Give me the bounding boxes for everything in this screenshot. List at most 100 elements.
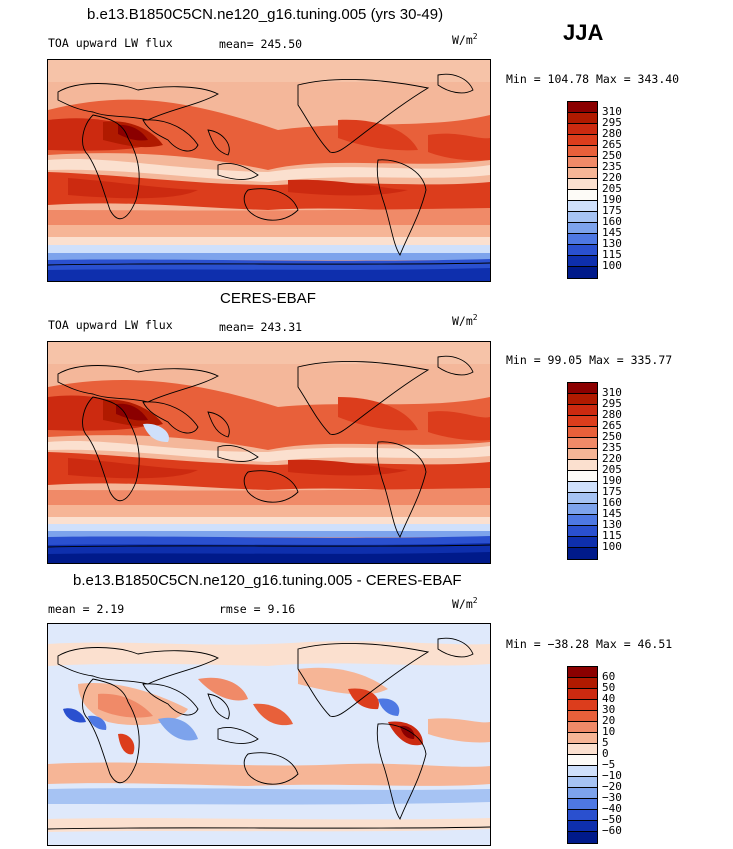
colorbar-tick-label: 190 — [602, 193, 622, 206]
colorbar-tick-label: 100 — [602, 540, 622, 553]
colorbar-tick-label: 235 — [602, 441, 622, 454]
panel-2-title: CERES-EBAF — [220, 290, 316, 307]
colorbar-tick-label: 10 — [602, 725, 616, 738]
colorbar-swatch — [568, 777, 597, 788]
colorbar-swatch — [568, 504, 597, 515]
colorbar-tick-label: 280 — [602, 127, 622, 140]
colorbar-swatch — [568, 832, 597, 843]
colorbar-swatch — [568, 788, 597, 799]
colorbar-swatch — [568, 700, 597, 711]
colorbar-tick-label: −5 — [602, 758, 616, 771]
colorbar-tick-label: 130 — [602, 237, 622, 250]
panel-2-colorbar — [567, 382, 598, 560]
panel-1-map — [47, 59, 491, 282]
colorbar-tick-label: 60 — [602, 670, 616, 683]
colorbar-swatch — [568, 135, 597, 146]
panel-2-units: W/m2 — [452, 313, 478, 328]
panel-1-variable-label: TOA upward LW flux — [48, 36, 173, 50]
colorbar-tick-label: −60 — [602, 824, 622, 837]
colorbar-tick-label: 160 — [602, 215, 622, 228]
colorbar-tick-label: 310 — [602, 105, 622, 118]
colorbar-tick-label: 220 — [602, 452, 622, 465]
colorbar-swatch — [568, 766, 597, 777]
colorbar-tick-label: 280 — [602, 408, 622, 421]
colorbar-swatch — [568, 157, 597, 168]
colorbar-swatch — [568, 190, 597, 201]
colorbar-swatch — [568, 102, 597, 113]
colorbar-swatch — [568, 460, 597, 471]
colorbar-swatch — [568, 744, 597, 755]
colorbar-tick-label: −40 — [602, 802, 622, 815]
colorbar-tick-label: −10 — [602, 769, 622, 782]
colorbar-swatch — [568, 678, 597, 689]
panel-1-title: b.e13.B1850C5CN.ne120_g16.tuning.005 (yr… — [87, 6, 444, 23]
colorbar-tick-label: 250 — [602, 149, 622, 162]
colorbar-swatch — [568, 427, 597, 438]
panel-1-units: W/m2 — [452, 32, 478, 47]
colorbar-tick-label: 30 — [602, 703, 616, 716]
colorbar-swatch — [568, 493, 597, 504]
panel-2-map — [47, 341, 491, 564]
panel-3-minmax: Min = −38.28 Max = 46.51 — [506, 637, 673, 651]
panel-3-colorbar — [567, 666, 598, 844]
colorbar-swatch — [568, 526, 597, 537]
colorbar-tick-label: 145 — [602, 507, 622, 520]
colorbar-tick-label: 265 — [602, 419, 622, 432]
colorbar-tick-label: 190 — [602, 474, 622, 487]
colorbar-tick-label: 130 — [602, 518, 622, 531]
panel-2-mean-label: mean= 243.31 — [219, 320, 303, 334]
colorbar-swatch — [568, 168, 597, 179]
colorbar-swatch — [568, 267, 597, 278]
panel-1-colorbar — [567, 101, 598, 279]
colorbar-swatch — [568, 416, 597, 427]
panel-3-rmse-label: rmse = 9.16 — [219, 602, 296, 616]
colorbar-swatch — [568, 438, 597, 449]
colorbar-tick-label: 100 — [602, 259, 622, 272]
colorbar-swatch — [568, 223, 597, 234]
colorbar-tick-label: 115 — [602, 529, 622, 542]
colorbar-swatch — [568, 548, 597, 559]
panel-3-contour-field — [48, 624, 490, 845]
colorbar-tick-label: 160 — [602, 496, 622, 509]
colorbar-swatch — [568, 722, 597, 733]
colorbar-swatch — [568, 405, 597, 416]
colorbar-tick-label: 20 — [602, 714, 616, 727]
panel-1-minmax: Min = 104.78 Max = 343.40 — [506, 72, 680, 86]
colorbar-tick-label: −50 — [602, 813, 622, 826]
colorbar-swatch — [568, 482, 597, 493]
colorbar-tick-label: 175 — [602, 485, 622, 498]
colorbar-tick-label: 50 — [602, 681, 616, 694]
colorbar-swatch — [568, 537, 597, 548]
colorbar-tick-label: −30 — [602, 791, 622, 804]
colorbar-tick-label: 205 — [602, 463, 622, 476]
colorbar-swatch — [568, 124, 597, 135]
colorbar-tick-label: 235 — [602, 160, 622, 173]
colorbar-swatch — [568, 146, 597, 157]
colorbar-swatch — [568, 179, 597, 190]
colorbar-swatch — [568, 234, 597, 245]
colorbar-tick-label: 310 — [602, 386, 622, 399]
colorbar-tick-label: 115 — [602, 248, 622, 261]
colorbar-tick-label: 250 — [602, 430, 622, 443]
colorbar-tick-label: 295 — [602, 397, 622, 410]
colorbar-tick-label: 265 — [602, 138, 622, 151]
panel-1-mean-label: mean= 245.50 — [219, 37, 303, 51]
panel-3-units: W/m2 — [452, 596, 478, 611]
colorbar-swatch — [568, 394, 597, 405]
panel-2-contour-field — [48, 342, 490, 563]
colorbar-swatch — [568, 449, 597, 460]
season-label: JJA — [563, 20, 604, 45]
colorbar-swatch — [568, 755, 597, 766]
colorbar-swatch — [568, 821, 597, 832]
colorbar-tick-label: 175 — [602, 204, 622, 217]
panel-2-minmax: Min = 99.05 Max = 335.77 — [506, 353, 673, 367]
colorbar-swatch — [568, 711, 597, 722]
colorbar-tick-label: 0 — [602, 747, 609, 760]
colorbar-tick-label: 145 — [602, 226, 622, 239]
colorbar-swatch — [568, 201, 597, 212]
colorbar-tick-label: −20 — [602, 780, 622, 793]
panel-2-variable-label: TOA upward LW flux — [48, 318, 173, 332]
colorbar-swatch — [568, 113, 597, 124]
panel-1-contour-field — [48, 60, 490, 281]
colorbar-swatch — [568, 212, 597, 223]
